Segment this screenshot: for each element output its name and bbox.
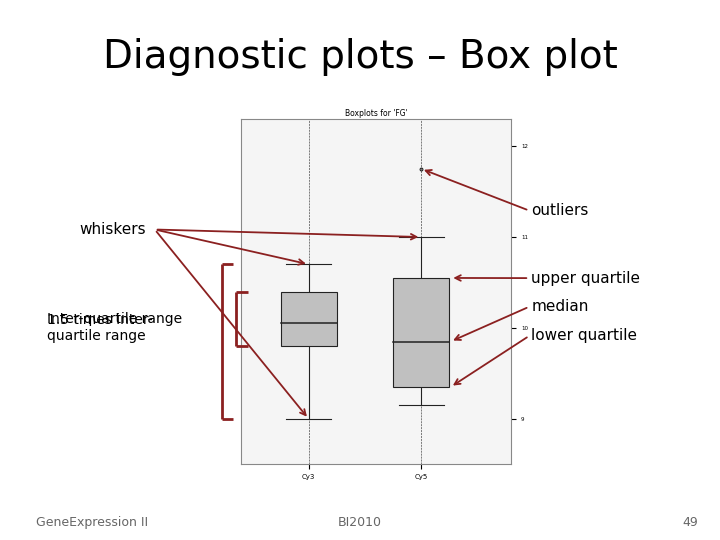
- Text: Diagnostic plots – Box plot: Diagnostic plots – Box plot: [103, 38, 617, 76]
- Text: upper quartile: upper quartile: [531, 271, 640, 286]
- Text: BI2010: BI2010: [338, 516, 382, 529]
- Text: median: median: [531, 299, 589, 314]
- Bar: [281, 292, 337, 346]
- Bar: [393, 278, 449, 387]
- Text: lower quartile: lower quartile: [531, 328, 637, 343]
- Text: outliers: outliers: [531, 203, 589, 218]
- Text: Inter-quartile range: Inter-quartile range: [47, 312, 182, 326]
- Text: 1.5 times inter-
quartile range: 1.5 times inter- quartile range: [47, 313, 153, 343]
- Text: whiskers: whiskers: [79, 222, 146, 237]
- Text: GeneExpression II: GeneExpression II: [36, 516, 148, 529]
- Title: Boxplots for 'FG': Boxplots for 'FG': [345, 109, 408, 118]
- Text: 49: 49: [683, 516, 698, 529]
